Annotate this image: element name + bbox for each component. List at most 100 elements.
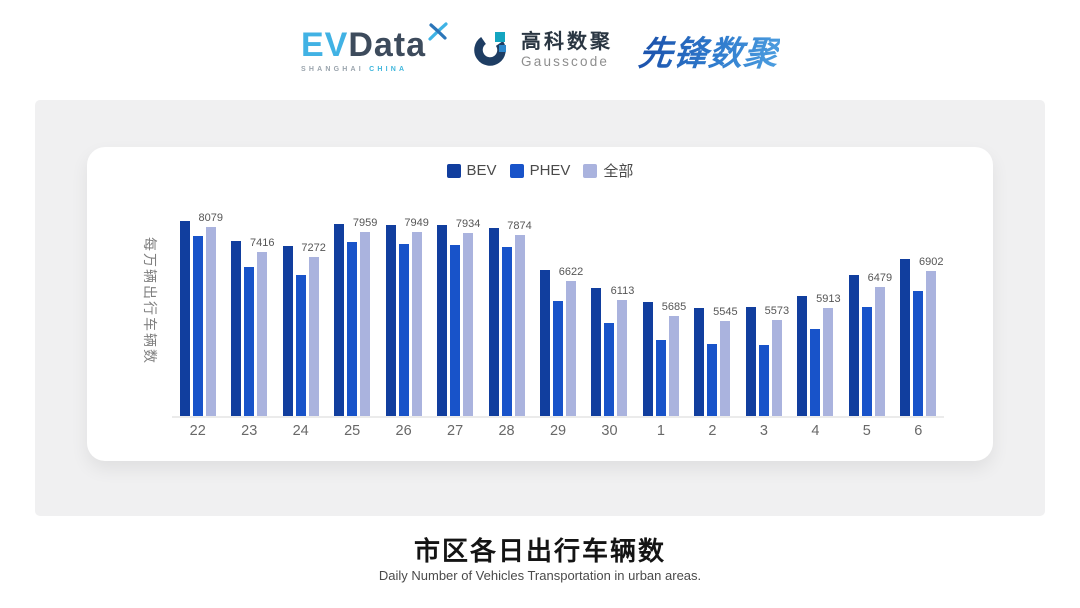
bar-phev-1 [655, 340, 666, 416]
bar-全部-27: 7934 [456, 218, 480, 416]
bar-全部-24: 7272 [301, 242, 326, 416]
gausscode-mark-icon [474, 29, 512, 72]
legend-swatch-icon [446, 163, 461, 178]
bar-phev-23 [244, 267, 255, 416]
legend-swatch-icon [583, 163, 598, 178]
bar-group-30: 6113 [584, 193, 635, 416]
x-tick-label-2: 2 [708, 423, 717, 439]
legend-item-全部[interactable]: 全部 [583, 160, 633, 181]
x-tick-label-30: 30 [601, 423, 618, 439]
bar-全部-4: 5913 [816, 293, 841, 416]
x-tick-label-26: 26 [395, 423, 412, 439]
bar-bev-23 [231, 240, 242, 416]
bar-group-26: 7949 [378, 193, 429, 416]
legend-label: BEV [466, 162, 497, 179]
bar-bev-27 [437, 224, 448, 416]
legend-swatch-icon [509, 163, 524, 178]
bar-group-bars: 7874 [488, 193, 532, 416]
bar-bev-28 [488, 227, 499, 416]
y-axis-title: 每万辆出行车辆数 [142, 237, 158, 365]
bar-value-label: 6113 [610, 285, 635, 298]
bar-全部-28: 7874 [507, 220, 532, 416]
bar-全部-25: 7959 [353, 217, 377, 416]
bar-group-25: 7959 [326, 193, 377, 416]
bar-bev-30 [591, 287, 602, 416]
bar-phev-25 [347, 242, 358, 416]
bar-group-bars: 7416 [231, 193, 274, 416]
bar-value-label: 8079 [198, 212, 223, 225]
bar-bev-6 [900, 259, 911, 416]
x-tick-label-1: 1 [656, 423, 665, 439]
x-tick-label-23: 23 [241, 423, 258, 439]
evdata-subtext: SHANGHAI CHINA [301, 66, 407, 73]
x-tick-label-4: 4 [811, 423, 820, 439]
bar-group-5: 6479 [841, 193, 892, 416]
evdata-china-text: CHINA [369, 65, 408, 73]
bar-group-bars: 7272 [282, 193, 326, 416]
legend-label: 全部 [603, 163, 634, 180]
bar-phev-30 [604, 322, 615, 416]
bar-value-label: 7272 [301, 242, 326, 255]
x-axis-labels: 22 23 24 25 26 27 28 29 30 1 2 3 4 5 6 [172, 423, 944, 439]
x-tick-label-25: 25 [344, 423, 361, 439]
x-tick-label-27: 27 [447, 423, 464, 439]
bar-全部-5: 6479 [868, 272, 892, 416]
bar-phev-3 [758, 344, 769, 416]
bar-phev-28 [501, 246, 512, 416]
plot-bars: 8079 7416 7272 7959 7949 7934 7874 6622 6113 5685… [172, 193, 944, 418]
bar-group-bars: 7934 [437, 193, 480, 416]
bar-bev-26 [385, 224, 396, 416]
bar-phev-4 [810, 329, 821, 416]
bar-group-bars: 5913 [797, 193, 841, 416]
bar-phev-2 [707, 344, 718, 416]
legend-label: PHEV [529, 162, 571, 179]
chart-legend: BEV PHEV 全部 [87, 160, 993, 181]
bar-bev-2 [694, 307, 705, 416]
bar-bev-3 [745, 306, 756, 416]
gausscode-text: 高科数聚 Gausscode [521, 31, 613, 70]
bar-phev-29 [553, 301, 564, 416]
bar-全部-6: 6902 [919, 256, 944, 416]
bar-value-label: 7949 [404, 217, 429, 230]
bar-全部-29: 6622 [559, 266, 583, 416]
bar-value-label: 5913 [816, 292, 841, 305]
x-tick-label-3: 3 [759, 423, 768, 439]
bar-group-bars: 6902 [900, 193, 944, 416]
bar-value-label: 7959 [352, 216, 378, 229]
bar-全部-23: 7416 [250, 237, 274, 416]
x-tick-label-28: 28 [498, 423, 515, 439]
bar-group-bars: 7959 [334, 193, 377, 416]
legend-item-phev[interactable]: PHEV [509, 162, 571, 179]
bar-group-23: 7416 [223, 193, 274, 416]
bar-phev-6 [913, 290, 924, 416]
evdata-data-text: Data [348, 25, 427, 64]
evdata-shanghai-text: SHANGHAI [300, 65, 364, 73]
bar-group-27: 7934 [429, 193, 480, 416]
evdata-logo-text: EV Data [301, 21, 448, 64]
bar-全部-26: 7949 [404, 217, 429, 416]
bar-value-label: 5573 [764, 305, 790, 318]
bar-phev-27 [450, 245, 461, 416]
x-tick-label-5: 5 [862, 423, 871, 439]
bar-value-label: 7874 [507, 219, 532, 232]
legend-item-bev[interactable]: BEV [446, 162, 497, 179]
gausscode-logo: 高科数聚 Gausscode [474, 29, 613, 72]
bar-全部-22: 8079 [198, 212, 223, 416]
bar-group-22: 8079 [172, 193, 223, 416]
bar-group-28: 7874 [481, 193, 532, 416]
bar-全部-2: 5545 [713, 306, 738, 416]
bar-value-label: 5685 [661, 301, 687, 314]
bar-value-label: 5545 [713, 306, 738, 319]
header-logo-row: EV Data SHANGHAI CHINA [0, 0, 1080, 100]
gausscode-en-text: Gausscode [521, 53, 610, 69]
bar-group-3: 5573 [738, 193, 789, 416]
bar-group-1: 5685 [635, 193, 686, 416]
evdata-x-icon [428, 21, 448, 46]
gausscode-cn-text: 高科数聚 [521, 30, 614, 53]
bar-bev-25 [334, 223, 345, 416]
x-tick-label-29: 29 [549, 423, 567, 439]
bar-bev-24 [282, 245, 293, 416]
chart-card: BEV PHEV 全部 每万辆出行车辆数 8079 7416 7272 7959 7949 7… [87, 147, 993, 461]
bar-value-label: 7934 [455, 217, 481, 230]
